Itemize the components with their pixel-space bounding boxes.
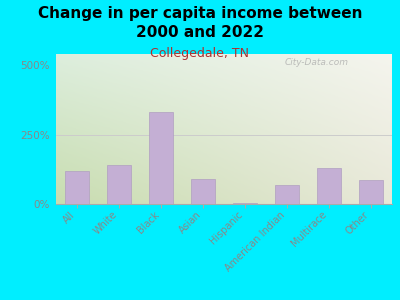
Bar (276, 184, 298, 204)
Text: City-Data.com: City-Data.com (284, 58, 348, 68)
Text: Collegedale, TN: Collegedale, TN (150, 46, 250, 59)
Bar (108, 165, 130, 204)
Bar (150, 112, 172, 204)
Bar (66, 171, 88, 204)
Bar (234, 203, 256, 204)
Bar (192, 179, 214, 204)
Bar (360, 180, 382, 204)
Text: Change in per capita income between
2000 and 2022: Change in per capita income between 2000… (38, 6, 362, 40)
Bar (318, 168, 340, 204)
